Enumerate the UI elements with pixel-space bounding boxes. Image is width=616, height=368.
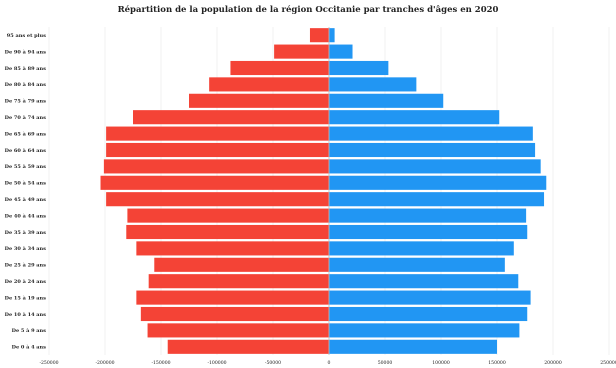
bar-right-14 (329, 110, 499, 124)
bar-right-11 (329, 159, 541, 173)
bar-left-4 (149, 274, 329, 288)
bar-right-13 (329, 127, 533, 141)
bar-left-18 (274, 45, 329, 59)
bar-right-12 (329, 143, 535, 157)
category-label: De 75 à 79 ans (5, 98, 47, 105)
bar-right-19 (329, 28, 335, 42)
category-label: De 35 à 39 ans (5, 229, 47, 236)
bar-right-6 (329, 241, 514, 255)
category-label: De 90 à 94 ans (5, 48, 47, 55)
category-label: 95 ans et plus (7, 33, 46, 39)
bars (101, 28, 547, 354)
bar-left-14 (133, 110, 329, 124)
bar-right-2 (329, 307, 527, 321)
bar-left-3 (136, 291, 329, 305)
bar-right-9 (329, 192, 544, 206)
category-label: De 5 à 9 ans (12, 327, 47, 334)
category-label: De 45 à 49 ans (5, 196, 47, 203)
x-tick-label: 200000 (544, 360, 562, 366)
category-label: De 10 à 14 ans (5, 311, 47, 318)
bar-left-12 (106, 143, 329, 157)
bar-left-17 (230, 61, 329, 75)
category-label: De 65 à 69 ans (5, 130, 47, 137)
category-labels: De 0 à 4 ans De 5 à 9 ans De 10 à 14 ans De… (5, 33, 47, 351)
category-label: De 80 à 84 ans (5, 81, 47, 88)
category-label: De 55 à 59 ans (5, 163, 47, 170)
bar-left-5 (154, 258, 329, 272)
bar-right-8 (329, 209, 526, 223)
x-tick-label: 100000 (432, 360, 450, 366)
category-label: De 40 à 44 ans (5, 212, 47, 219)
bar-left-16 (209, 77, 329, 91)
category-label: De 15 à 19 ans (5, 294, 47, 301)
bar-right-18 (329, 45, 353, 59)
x-tick-label: 0 (328, 360, 331, 366)
bar-left-2 (141, 307, 329, 321)
bar-right-1 (329, 323, 519, 337)
category-label: De 50 à 54 ans (5, 180, 47, 187)
bar-left-15 (189, 94, 329, 108)
bar-right-4 (329, 274, 518, 288)
bar-left-9 (106, 192, 329, 206)
bar-right-10 (329, 176, 546, 190)
category-label: De 85 à 89 ans (5, 65, 47, 72)
bar-left-0 (168, 340, 329, 354)
bar-left-1 (148, 323, 329, 337)
bar-left-11 (104, 159, 329, 173)
bar-right-5 (329, 258, 505, 272)
x-tick-label: -100000 (207, 360, 226, 366)
bar-right-17 (329, 61, 388, 75)
category-label: De 70 à 74 ans (5, 114, 47, 121)
bar-left-10 (101, 176, 329, 190)
category-label: De 60 à 64 ans (5, 147, 47, 154)
x-tick-label: 250000 (600, 360, 616, 366)
bar-left-13 (106, 127, 329, 141)
category-label: De 0 à 4 ans (12, 344, 47, 351)
bar-right-3 (329, 291, 531, 305)
bar-right-7 (329, 225, 527, 239)
bar-left-6 (136, 241, 329, 255)
x-tick-label: 50000 (378, 360, 393, 366)
bar-left-19 (310, 28, 329, 42)
x-axis-tick-labels: -250000 -200000 -150000 -100000 -50000 0 50000… (39, 360, 616, 366)
x-tick-label: -150000 (151, 360, 170, 366)
category-label: De 30 à 34 ans (5, 245, 47, 252)
bar-right-15 (329, 94, 443, 108)
x-tick-label: 150000 (488, 360, 506, 366)
x-tick-label: -50000 (265, 360, 281, 366)
x-tick-label: -200000 (95, 360, 114, 366)
category-label: De 20 à 24 ans (5, 278, 47, 285)
bar-left-7 (126, 225, 329, 239)
bar-left-8 (127, 209, 329, 223)
x-tick-label: -250000 (39, 360, 58, 366)
bar-right-0 (329, 340, 497, 354)
bar-right-16 (329, 77, 416, 91)
category-label: De 25 à 29 ans (5, 262, 47, 269)
